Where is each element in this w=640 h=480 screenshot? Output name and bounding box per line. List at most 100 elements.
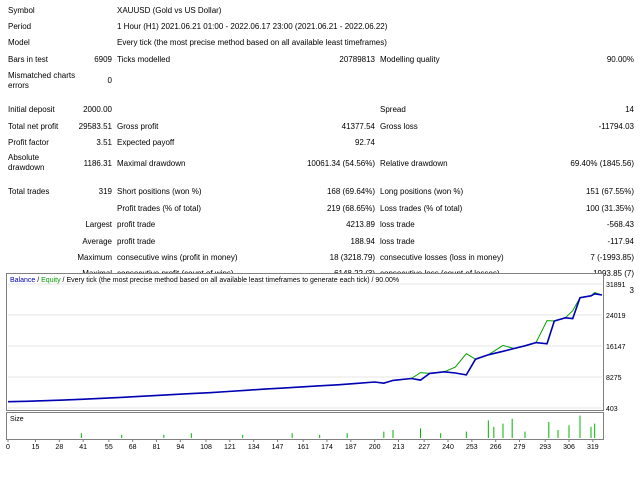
largest-prefix: Largest — [85, 220, 112, 229]
x-tick-label: 134 — [248, 444, 260, 451]
x-tick-label: 266 — [490, 444, 502, 451]
x-tick-label: 0 — [6, 444, 10, 451]
y-tick-label: 16147 — [606, 344, 626, 351]
period-label: Period — [8, 22, 32, 31]
expected-payoff-value: 92.74 — [354, 138, 375, 147]
abs-drawdown-label: Absolute drawdown — [8, 153, 45, 172]
avg-consec-wins-label: consecutive wins — [117, 286, 178, 295]
max-consec-wins-label: consecutive wins (profit in money) — [117, 253, 238, 262]
avg-consec-losses-value: 3 — [629, 286, 634, 295]
max-drawdown-value: 10061.34 (54.56%) — [306, 159, 375, 168]
x-tick-label: 279 — [514, 444, 526, 451]
gross-loss-label: Gross loss — [380, 122, 418, 131]
y-tick-label: 403 — [606, 406, 618, 413]
mismatched-label: Mismatched charts errors — [8, 71, 76, 90]
average-loss-value: -117.94 — [607, 237, 634, 246]
x-tick-label: 147 — [272, 444, 284, 451]
largest-loss-value: -568.43 — [606, 220, 634, 229]
profit-trades-label: Profit trades (% of total) — [117, 204, 202, 213]
x-tick-label: 253 — [466, 444, 478, 451]
x-tick-label: 81 — [153, 444, 161, 451]
x-tick-label: 55 — [105, 444, 113, 451]
equity-line — [7, 292, 603, 403]
x-tick-label: 174 — [321, 444, 333, 451]
max-consec-losses-value: 7 (-1993.85) — [590, 253, 634, 262]
initial-deposit-value: 2000.00 — [83, 105, 112, 114]
x-tick-label: 68 — [129, 444, 137, 451]
expected-payoff-label: Expected payoff — [117, 138, 175, 147]
avg-consec-losses-label: consecutive losses — [380, 286, 448, 295]
x-tick-label: 187 — [345, 444, 357, 451]
x-tick-label: 293 — [539, 444, 551, 451]
x-tick-label: 161 — [297, 444, 309, 451]
x-tick-label: 28 — [55, 444, 63, 451]
ticks-value: 20789813 — [339, 55, 375, 64]
long-positions-label: Long positions (won %) — [380, 187, 464, 196]
mismatched-value: 0 — [107, 76, 112, 85]
y-tick-label: 8275 — [606, 375, 622, 382]
x-tick-label: 240 — [442, 444, 454, 451]
loss-trades-label: Loss trades (% of total) — [380, 204, 463, 213]
total-trades-value: 319 — [98, 187, 112, 196]
long-positions-value: 151 (67.55%) — [585, 187, 634, 196]
x-tick-label: 108 — [200, 444, 212, 451]
x-tick-label: 121 — [224, 444, 236, 451]
symbol-value: XAUUSD (Gold vs US Dollar) — [117, 6, 222, 15]
quality-label: Modelling quality — [380, 55, 440, 64]
max-consec-losses-label: consecutive losses (loss in money) — [380, 253, 504, 262]
spread-label: Spread — [380, 105, 406, 114]
profit-trades-value: 219 (68.65%) — [326, 204, 375, 213]
x-tick-label: 319 — [587, 444, 599, 451]
size-label: Size — [10, 416, 24, 423]
symbol-label: Symbol — [8, 6, 35, 15]
largest-profit-label: profit trade — [117, 220, 156, 229]
short-positions-value: 168 (69.64%) — [326, 187, 375, 196]
period-value: 1 Hour (H1) 2021.06.21 01:00 - 2022.06.1… — [117, 22, 388, 31]
model-value: Every tick (the most precise method base… — [117, 38, 387, 47]
x-tick-label: 94 — [176, 444, 184, 451]
size-panel-frame — [6, 412, 604, 440]
maximal-consec-profit-value: 6148.22 (3) — [334, 269, 375, 278]
abs-drawdown-value: 1186.31 — [83, 159, 112, 168]
x-tick-label: 306 — [563, 444, 575, 451]
max-drawdown-label: Maximal drawdown — [117, 159, 186, 168]
net-profit-value: 29583.51 — [78, 122, 112, 131]
total-trades-label: Total trades — [8, 187, 50, 196]
profit-factor-label: Profit factor — [8, 138, 49, 147]
bars-value: 6909 — [94, 55, 112, 64]
balance-line — [7, 292, 603, 403]
x-tick-label: 41 — [79, 444, 87, 451]
net-profit-label: Total net profit — [8, 122, 59, 131]
gross-profit-label: Gross profit — [117, 122, 159, 131]
x-tick-label: 15 — [32, 444, 40, 451]
largest-loss-label: loss trade — [380, 220, 415, 229]
gross-loss-value: -11794.03 — [598, 122, 634, 131]
model-label: Model — [8, 38, 30, 47]
initial-deposit-label: Initial deposit — [8, 105, 55, 114]
average-consec-prefix: Average — [82, 286, 112, 295]
largest-profit-value: 4213.89 — [346, 220, 375, 229]
rel-drawdown-label: Relative drawdown — [380, 159, 448, 168]
x-tick-label: 213 — [393, 444, 405, 451]
average-loss-label: loss trade — [380, 237, 415, 246]
x-tick-label: 200 — [369, 444, 381, 451]
max-consec-wins-value: 18 (3218.79) — [329, 253, 375, 262]
avg-consec-wins-value: 7 — [370, 286, 375, 295]
quality-value: 90.00% — [606, 55, 634, 64]
loss-trades-value: 100 (31.35%) — [585, 204, 634, 213]
spread-value: 14 — [625, 105, 634, 114]
maximal-consec-loss-label: consecutive loss (count of losses) — [380, 269, 500, 278]
maximal-consec-loss-value: -1993.85 (7) — [590, 269, 634, 278]
legend-balance: Balance — [10, 277, 35, 284]
maximal-consec-profit-label: consecutive profit (count of wins) — [117, 269, 234, 278]
ticks-label: Ticks modelled — [117, 55, 171, 64]
maximum-prefix: Maximum — [77, 253, 112, 262]
average-prefix: Average — [82, 237, 112, 246]
bars-label: Bars in test — [8, 55, 49, 64]
average-profit-value: 188.94 — [350, 237, 375, 246]
y-tick-label: 24019 — [606, 313, 626, 320]
rel-drawdown-value: 69.40% (1845.56) — [570, 159, 634, 168]
x-tick-label: 227 — [418, 444, 430, 451]
gross-profit-value: 41377.54 — [341, 122, 375, 131]
average-profit-label: profit trade — [117, 237, 156, 246]
